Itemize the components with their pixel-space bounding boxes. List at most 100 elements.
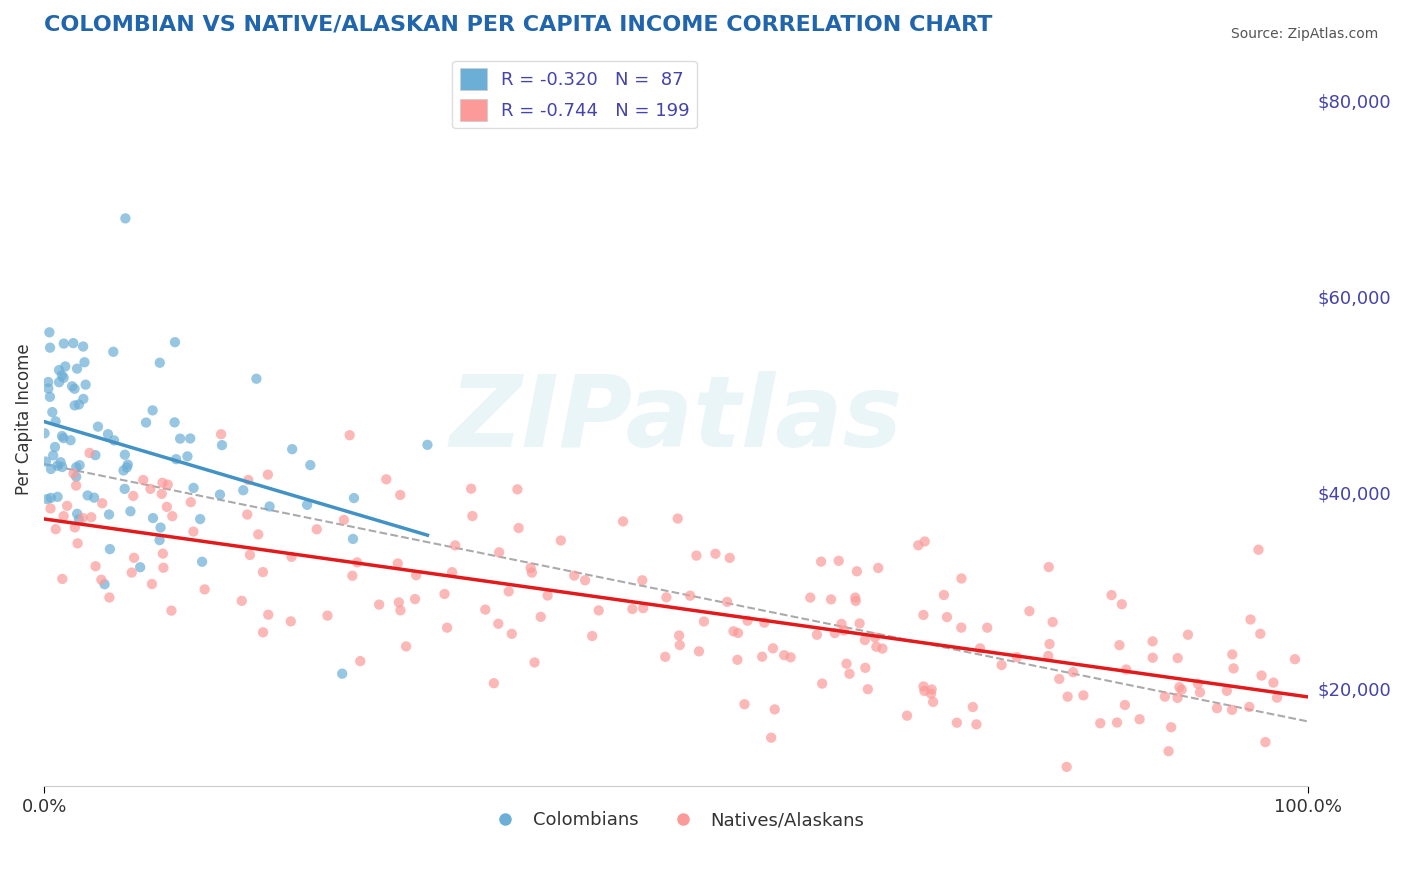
Point — [1114, 698, 1136, 712]
Point — [912, 607, 935, 622]
Point — [90, 573, 112, 587]
Point — [1115, 663, 1137, 677]
Point — [1108, 638, 1130, 652]
Point — [34, 426, 56, 441]
Point — [912, 680, 935, 694]
Point — [550, 533, 572, 548]
Point — [799, 591, 821, 605]
Point — [73, 355, 96, 369]
Point — [389, 603, 412, 617]
Point — [574, 574, 596, 588]
Point — [519, 561, 541, 575]
Point — [142, 511, 165, 525]
Point — [84, 448, 107, 462]
Point — [139, 482, 162, 496]
Point — [316, 608, 339, 623]
Point — [72, 392, 94, 406]
Point — [831, 616, 853, 631]
Point — [342, 568, 364, 582]
Point — [37, 375, 59, 389]
Point — [252, 565, 274, 579]
Point — [1111, 597, 1133, 611]
Point — [433, 587, 456, 601]
Point — [1142, 634, 1164, 648]
Point — [156, 500, 179, 514]
Point — [98, 542, 121, 557]
Point — [169, 432, 191, 446]
Point — [688, 644, 710, 658]
Point — [38, 326, 60, 340]
Point — [339, 428, 361, 442]
Point — [117, 458, 139, 472]
Point — [62, 467, 84, 481]
Point — [165, 452, 187, 467]
Point — [142, 403, 165, 417]
Point — [84, 559, 107, 574]
Point — [49, 455, 72, 469]
Point — [238, 473, 260, 487]
Point — [76, 488, 98, 502]
Point — [727, 626, 749, 640]
Point — [56, 499, 79, 513]
Point — [247, 527, 270, 541]
Point — [1167, 690, 1189, 705]
Point — [845, 564, 868, 578]
Point — [1177, 628, 1199, 642]
Point — [654, 649, 676, 664]
Point — [305, 522, 328, 536]
Point — [35, 454, 58, 468]
Point — [1005, 650, 1028, 665]
Point — [65, 478, 87, 492]
Point — [976, 621, 998, 635]
Point — [1168, 680, 1191, 694]
Point — [763, 702, 786, 716]
Point — [280, 549, 302, 564]
Point — [405, 568, 427, 582]
Point — [1247, 542, 1270, 557]
Point — [1167, 651, 1189, 665]
Point — [395, 640, 418, 654]
Point — [588, 603, 610, 617]
Point — [245, 372, 267, 386]
Point — [1047, 672, 1070, 686]
Point — [368, 598, 391, 612]
Point — [156, 477, 179, 491]
Point — [163, 416, 186, 430]
Point — [39, 341, 62, 355]
Point — [183, 481, 205, 495]
Point — [333, 513, 356, 527]
Point — [1018, 604, 1040, 618]
Point — [239, 548, 262, 562]
Point — [865, 640, 887, 654]
Point — [685, 549, 707, 563]
Point — [51, 572, 73, 586]
Point — [508, 521, 530, 535]
Point — [93, 577, 115, 591]
Point — [759, 731, 782, 745]
Point — [67, 397, 90, 411]
Point — [46, 490, 69, 504]
Point — [162, 509, 184, 524]
Point — [45, 414, 67, 428]
Point — [1265, 690, 1288, 705]
Point — [60, 379, 83, 393]
Point — [83, 491, 105, 505]
Point — [668, 638, 690, 652]
Point — [194, 582, 217, 597]
Point — [98, 508, 121, 522]
Point — [176, 450, 198, 464]
Point — [506, 483, 529, 497]
Point — [716, 595, 738, 609]
Point — [1038, 560, 1060, 574]
Point — [488, 545, 510, 559]
Point — [75, 377, 97, 392]
Point — [950, 621, 973, 635]
Point — [149, 356, 172, 370]
Point — [441, 565, 464, 579]
Point — [779, 650, 801, 665]
Point — [91, 496, 114, 510]
Point — [211, 438, 233, 452]
Point — [41, 405, 63, 419]
Point — [152, 547, 174, 561]
Point — [66, 507, 89, 521]
